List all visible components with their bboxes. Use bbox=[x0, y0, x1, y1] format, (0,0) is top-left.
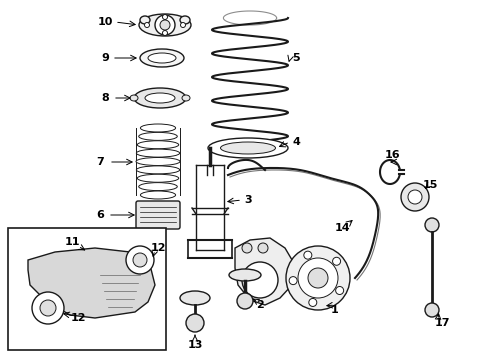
Ellipse shape bbox=[134, 88, 186, 108]
Ellipse shape bbox=[137, 174, 179, 182]
Bar bbox=[8, 228, 166, 350]
Circle shape bbox=[237, 293, 253, 309]
Ellipse shape bbox=[136, 158, 180, 166]
Circle shape bbox=[286, 246, 350, 310]
Text: 7: 7 bbox=[96, 157, 104, 167]
Ellipse shape bbox=[136, 166, 180, 174]
Circle shape bbox=[401, 183, 429, 211]
Circle shape bbox=[336, 287, 343, 294]
Text: 5: 5 bbox=[292, 53, 300, 63]
Ellipse shape bbox=[229, 269, 261, 281]
Ellipse shape bbox=[220, 142, 275, 154]
Text: 12: 12 bbox=[70, 313, 86, 323]
Ellipse shape bbox=[139, 14, 191, 36]
Circle shape bbox=[126, 246, 154, 274]
Circle shape bbox=[155, 15, 175, 35]
Text: 17: 17 bbox=[434, 318, 450, 328]
Ellipse shape bbox=[139, 132, 177, 140]
Circle shape bbox=[258, 243, 268, 253]
Text: 2: 2 bbox=[256, 300, 264, 310]
Circle shape bbox=[308, 268, 328, 288]
Text: 14: 14 bbox=[334, 223, 350, 233]
Circle shape bbox=[408, 190, 422, 204]
Ellipse shape bbox=[141, 191, 175, 199]
Ellipse shape bbox=[140, 16, 150, 24]
Ellipse shape bbox=[140, 49, 184, 67]
Text: 3: 3 bbox=[244, 195, 252, 205]
Text: 11: 11 bbox=[64, 237, 80, 247]
Circle shape bbox=[298, 258, 338, 298]
Circle shape bbox=[163, 31, 168, 36]
Text: 15: 15 bbox=[422, 180, 438, 190]
Text: 1: 1 bbox=[331, 305, 339, 315]
Circle shape bbox=[180, 23, 186, 27]
Circle shape bbox=[145, 23, 149, 27]
Ellipse shape bbox=[180, 16, 190, 24]
Circle shape bbox=[304, 251, 312, 259]
Circle shape bbox=[186, 314, 204, 332]
Text: 10: 10 bbox=[98, 17, 113, 27]
Ellipse shape bbox=[182, 95, 190, 101]
Text: 13: 13 bbox=[187, 340, 203, 350]
Text: 6: 6 bbox=[96, 210, 104, 220]
Ellipse shape bbox=[137, 141, 179, 149]
Circle shape bbox=[40, 300, 56, 316]
Circle shape bbox=[133, 253, 147, 267]
Polygon shape bbox=[235, 238, 295, 305]
Circle shape bbox=[242, 262, 278, 298]
Text: 16: 16 bbox=[384, 150, 400, 160]
Circle shape bbox=[160, 20, 170, 30]
Text: 12: 12 bbox=[150, 243, 166, 253]
Ellipse shape bbox=[139, 183, 177, 191]
Ellipse shape bbox=[130, 95, 138, 101]
Text: 9: 9 bbox=[101, 53, 109, 63]
Ellipse shape bbox=[141, 124, 175, 132]
Circle shape bbox=[163, 14, 168, 19]
Circle shape bbox=[242, 243, 252, 253]
Circle shape bbox=[425, 218, 439, 232]
Circle shape bbox=[32, 292, 64, 324]
Ellipse shape bbox=[208, 138, 288, 158]
Circle shape bbox=[289, 276, 297, 285]
Ellipse shape bbox=[180, 291, 210, 305]
Ellipse shape bbox=[148, 53, 176, 63]
Circle shape bbox=[425, 303, 439, 317]
Text: 8: 8 bbox=[101, 93, 109, 103]
Ellipse shape bbox=[145, 93, 175, 103]
FancyBboxPatch shape bbox=[136, 201, 180, 229]
Circle shape bbox=[333, 257, 341, 265]
Polygon shape bbox=[28, 248, 155, 318]
Circle shape bbox=[309, 298, 317, 306]
Ellipse shape bbox=[136, 149, 180, 157]
Text: 4: 4 bbox=[292, 137, 300, 147]
